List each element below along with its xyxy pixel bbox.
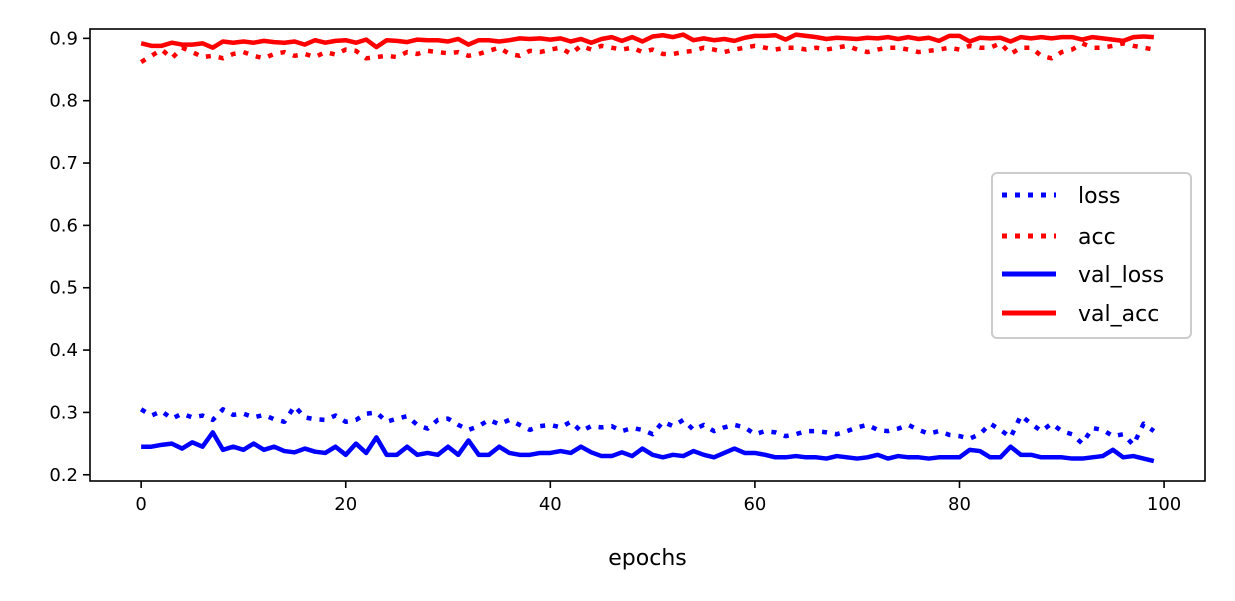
legend-box — [991, 172, 1192, 339]
y-tick-label: 0.9 — [49, 28, 78, 49]
y-tick-label: 0.4 — [49, 340, 78, 361]
x-tick-label: 80 — [948, 494, 971, 515]
x-tick-label: 60 — [743, 494, 766, 515]
y-tick-label: 0.7 — [49, 153, 78, 174]
x-tick-label: 100 — [1147, 494, 1181, 515]
legend: loss acc val_loss val_acc — [991, 172, 1192, 339]
y-tick-label: 0.8 — [49, 91, 78, 112]
y-tick-label: 0.2 — [49, 465, 78, 486]
series-layer — [139, 32, 1156, 464]
plot-frame — [89, 28, 1206, 482]
legend-label-loss: loss — [1078, 184, 1121, 209]
legend-label-acc: acc — [1078, 225, 1116, 250]
series-line-val-acc — [140, 32, 1154, 50]
x-tick-label: 40 — [539, 494, 562, 515]
y-tick-label: 0.6 — [49, 215, 78, 236]
series-line-val-loss — [141, 430, 1155, 464]
series-line-acc — [139, 41, 1155, 64]
x-tick-label: 0 — [135, 494, 146, 515]
legend-label-val-loss: val_loss — [1078, 263, 1164, 288]
y-tick-label: 0.3 — [49, 402, 78, 423]
x-tick-label: 20 — [334, 494, 357, 515]
series-line-loss — [139, 403, 1156, 448]
y-tick-label: 0.5 — [49, 278, 78, 299]
x-axis: 0 20 40 60 80 100 — [135, 481, 1181, 515]
y-axis: 0.2 0.3 0.4 0.5 0.6 0.7 0.8 0.9 — [49, 28, 90, 486]
x-axis-title: epochs — [608, 546, 686, 571]
legend-label-val-acc: val_acc — [1078, 302, 1159, 327]
